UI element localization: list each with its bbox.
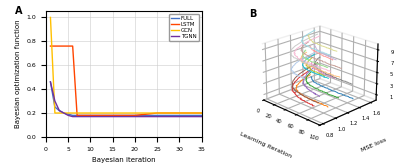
- FULL: [84, 114, 88, 116]
- GCN: [79, 112, 84, 114]
- GCN: [57, 112, 62, 114]
- Line: LSTM: LSTM: [50, 46, 202, 115]
- X-axis label: Learning iteration: Learning iteration: [240, 132, 293, 159]
- LSTM: [88, 114, 93, 116]
- GCN: [48, 16, 53, 18]
- TGNN: [88, 116, 93, 118]
- GCN: [155, 112, 160, 114]
- LSTM: [132, 114, 137, 116]
- FULL: [177, 114, 182, 116]
- GCN: [84, 112, 88, 114]
- LSTM: [66, 45, 71, 47]
- FULL: [88, 114, 93, 116]
- FULL: [48, 81, 53, 83]
- FULL: [199, 114, 204, 116]
- FULL: [57, 110, 62, 112]
- LSTM: [52, 45, 57, 47]
- LSTM: [48, 45, 53, 47]
- GCN: [132, 112, 137, 114]
- LSTM: [199, 112, 204, 114]
- FULL: [79, 114, 84, 116]
- FULL: [110, 114, 115, 116]
- Legend: FULL, LSTM, GCN, TGNN: FULL, LSTM, GCN, TGNN: [168, 14, 199, 41]
- GCN: [70, 112, 75, 114]
- FULL: [61, 112, 66, 114]
- TGNN: [66, 114, 71, 116]
- TGNN: [132, 116, 137, 118]
- Text: B: B: [249, 9, 256, 19]
- Line: FULL: FULL: [50, 82, 202, 115]
- TGNN: [61, 112, 66, 114]
- TGNN: [110, 116, 115, 118]
- LSTM: [70, 45, 75, 47]
- TGNN: [75, 116, 80, 118]
- GCN: [110, 112, 115, 114]
- GCN: [88, 112, 93, 114]
- FULL: [75, 114, 80, 116]
- Line: TGNN: TGNN: [50, 82, 202, 117]
- GCN: [199, 112, 204, 114]
- GCN: [52, 112, 57, 114]
- GCN: [61, 112, 66, 114]
- FULL: [132, 114, 137, 116]
- TGNN: [155, 116, 160, 118]
- FULL: [66, 113, 71, 115]
- LSTM: [177, 112, 182, 114]
- LSTM: [75, 114, 80, 116]
- TGNN: [52, 100, 57, 102]
- Text: A: A: [15, 6, 22, 16]
- LSTM: [110, 114, 115, 116]
- Line: GCN: GCN: [50, 17, 202, 113]
- TGNN: [70, 116, 75, 118]
- LSTM: [79, 114, 84, 116]
- Y-axis label: MSE loss: MSE loss: [360, 138, 387, 153]
- TGNN: [199, 116, 204, 118]
- TGNN: [48, 81, 53, 83]
- TGNN: [79, 116, 84, 118]
- LSTM: [84, 114, 88, 116]
- TGNN: [177, 116, 182, 118]
- Y-axis label: Bayesian optimization function: Bayesian optimization function: [15, 20, 21, 128]
- GCN: [66, 112, 71, 114]
- LSTM: [57, 45, 62, 47]
- GCN: [75, 112, 80, 114]
- X-axis label: Bayesian iteration: Bayesian iteration: [92, 157, 156, 163]
- LSTM: [155, 112, 160, 114]
- FULL: [155, 114, 160, 116]
- LSTM: [61, 45, 66, 47]
- TGNN: [57, 110, 62, 112]
- FULL: [70, 114, 75, 116]
- GCN: [177, 112, 182, 114]
- FULL: [52, 106, 57, 108]
- TGNN: [84, 116, 88, 118]
